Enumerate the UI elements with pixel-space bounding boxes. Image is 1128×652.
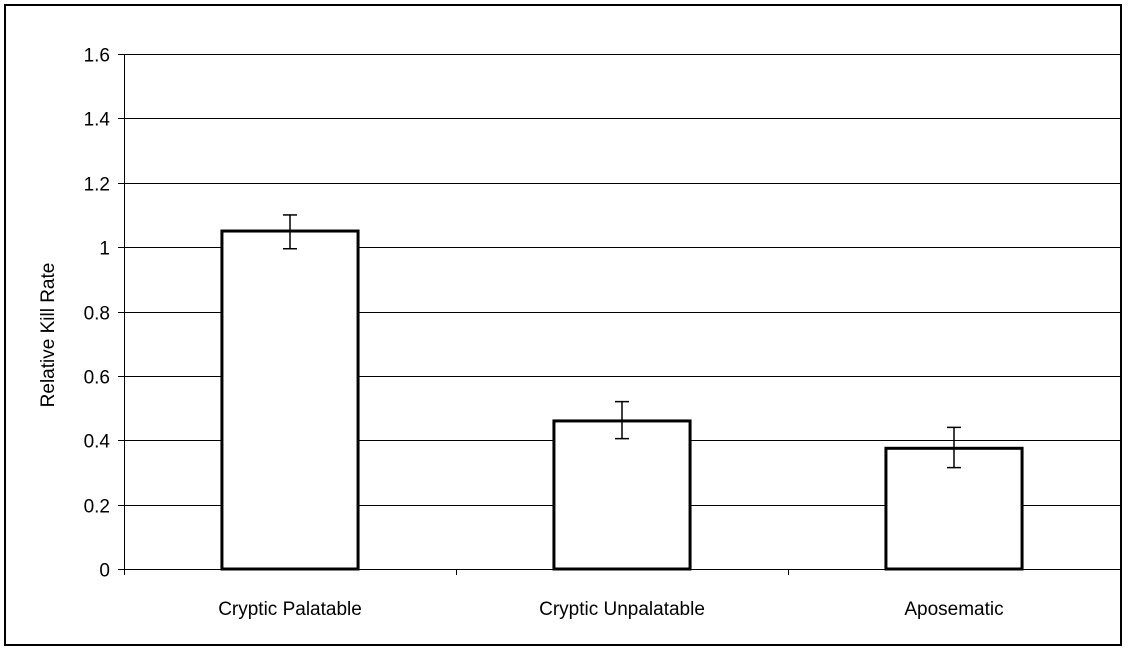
x-tick-label: Cryptic Unpalatable	[539, 599, 705, 620]
bars	[220, 229, 1024, 571]
x-tick-label: Cryptic Palatable	[218, 599, 362, 620]
x-tick-label: Aposematic	[904, 599, 1003, 620]
y-tick-label: 0.8	[84, 304, 110, 325]
error-bars	[283, 214, 961, 469]
y-tick-label: 0	[99, 561, 110, 582]
bar	[552, 419, 692, 571]
y-tick-label: 0.4	[84, 432, 111, 453]
y-tick-label: 0.6	[84, 368, 110, 389]
y-tick-label: 1.4	[84, 110, 111, 131]
bar	[220, 229, 360, 571]
y-tick-label: 1.6	[84, 46, 110, 67]
bar	[884, 446, 1024, 571]
y-tick-label: 1.2	[84, 175, 110, 196]
y-axis-title: Relative Kill Rate	[38, 263, 59, 408]
y-tick-label: 1	[99, 239, 110, 260]
tick-labels: 0 0.2 0.4 0.6 0.8 1 1.2 1.4 1.6 Cryptic Palatable…	[84, 46, 1004, 621]
y-tick-label: 0.2	[84, 497, 110, 518]
